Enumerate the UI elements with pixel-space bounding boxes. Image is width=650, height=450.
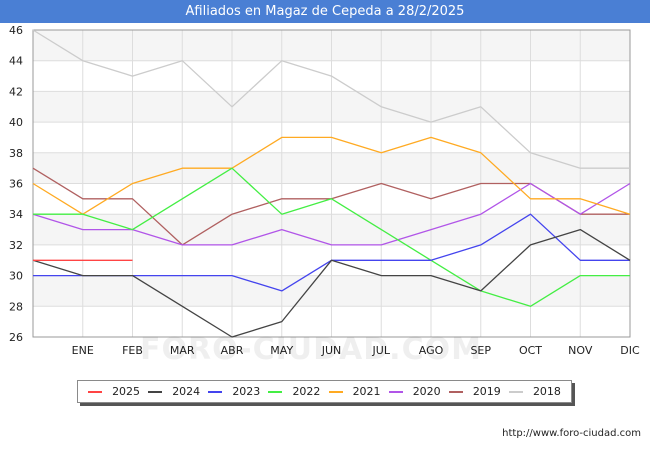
- legend-label: 2022: [292, 385, 321, 398]
- legend-item-2023: 2023: [208, 385, 260, 398]
- y-tick-label: 36: [9, 178, 23, 191]
- line-chart: 26 28 30 32 34 36 38 40 42 44 46 ENE FEB MAR ABR MAY JU…: [9, 24, 640, 357]
- y-tick-label: 42: [9, 85, 23, 98]
- legend-item-2020: 2020: [388, 385, 441, 398]
- y-tick-label: 28: [9, 300, 23, 313]
- legend-item-2018: 2018: [508, 385, 561, 398]
- legend-swatch: [268, 390, 283, 393]
- y-tick-label: 26: [9, 331, 23, 344]
- series-line-2024: [32, 228, 631, 338]
- legend-item-2022: 2022: [268, 385, 320, 398]
- x-tick-label: JUN: [321, 344, 342, 357]
- y-tick-label: 38: [9, 147, 23, 160]
- x-tick-label: MAR: [170, 344, 195, 357]
- legend-swatch: [148, 390, 163, 393]
- series-line-2021: [32, 136, 631, 215]
- legend-item-2025: 2025: [88, 385, 140, 398]
- y-tick-label: 40: [9, 116, 23, 129]
- x-tick-label: ENE: [72, 344, 94, 357]
- y-tick-label: 32: [9, 239, 23, 252]
- x-tick-label: AGO: [419, 344, 444, 357]
- series-lines: [32, 29, 631, 338]
- y-tick-label: 30: [9, 270, 23, 283]
- legend-label: 2023: [232, 385, 261, 398]
- series-line-2018: [32, 29, 630, 169]
- legend-swatch: [508, 390, 523, 393]
- x-tick-label: FEB: [122, 344, 143, 357]
- legend-item-2021: 2021: [328, 385, 381, 398]
- y-tick-label: 46: [9, 24, 23, 37]
- legend-swatch: [388, 390, 403, 393]
- y-tick-label: 34: [9, 208, 23, 221]
- legend-label: 2021: [352, 385, 381, 398]
- legend-item-2024: 2024: [148, 385, 200, 398]
- chart-title: Afiliados en Magaz de Cepeda a 28/2/2025: [0, 0, 650, 23]
- legend-label: 2025: [112, 385, 141, 398]
- x-tick-label: JUL: [372, 344, 391, 357]
- x-tick-label: MAY: [270, 344, 293, 357]
- x-tick-label: OCT: [519, 344, 542, 357]
- legend-label: 2019: [472, 385, 501, 398]
- legend-swatch: [448, 390, 463, 393]
- x-axis-ticks: ENE FEB MAR ABR MAY JUN JUL AGO SEP OCT NOV DIC: [72, 344, 640, 357]
- legend-label: 2020: [412, 385, 441, 398]
- legend-swatch: [88, 390, 103, 393]
- legend-label: 2018: [532, 385, 561, 398]
- legend-label: 2024: [172, 385, 201, 398]
- y-axis-ticks: 26 28 30 32 34 36 38 40 42 44 46: [9, 24, 23, 344]
- legend-item-2019: 2019: [448, 385, 501, 398]
- x-tick-label: NOV: [568, 344, 593, 357]
- legend-swatch: [328, 390, 343, 393]
- y-tick-label: 44: [9, 55, 23, 68]
- source-link[interactable]: http://www.foro-ciudad.com: [502, 428, 641, 439]
- legend: 2025 2024 2023 2022 2021 2020 2019 2018: [77, 380, 572, 403]
- series-line-2022: [33, 167, 630, 307]
- x-tick-label: DIC: [620, 344, 640, 357]
- watermark: FORO-CIUDAD.COM: [140, 332, 482, 367]
- x-tick-label: SEP: [470, 344, 491, 357]
- legend-swatch: [208, 390, 223, 393]
- x-tick-label: ABR: [221, 344, 244, 357]
